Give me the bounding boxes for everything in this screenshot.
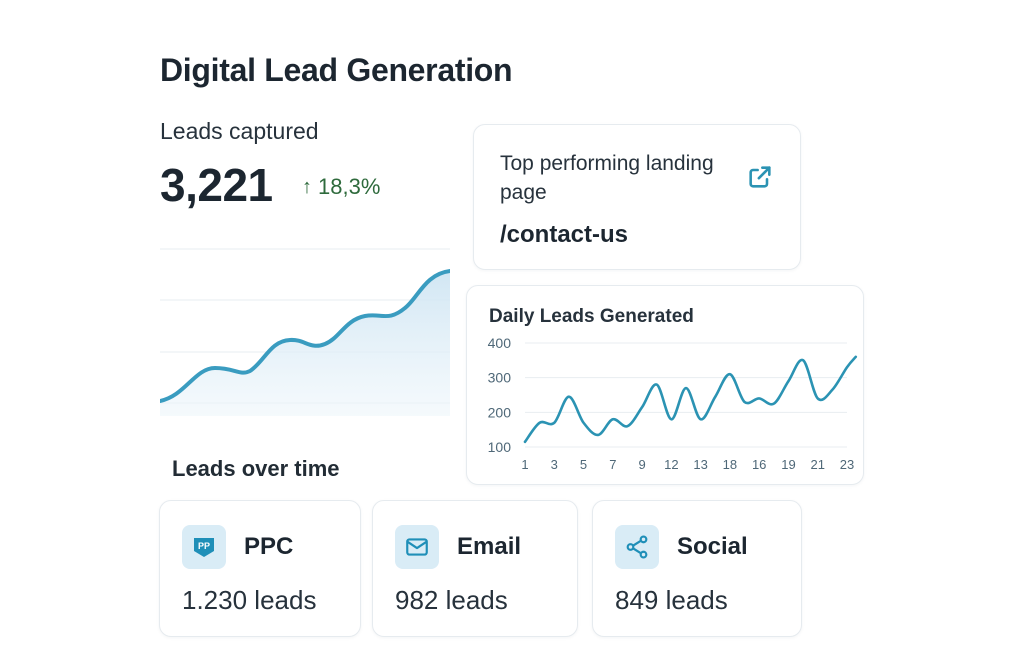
x-tick-label: 12	[664, 457, 678, 472]
channel-card-social[interactable]: Social 849 leads	[592, 500, 802, 637]
chart-title: Daily Leads Generated	[489, 306, 694, 327]
channel-count: 849 leads	[615, 585, 728, 615]
x-tick-label: 9	[638, 457, 645, 472]
x-tick-label: 18	[723, 457, 737, 472]
kpi-change-value: 18,3%	[318, 174, 381, 199]
envelope-icon	[395, 525, 439, 569]
landing-page-value: /contact-us	[500, 221, 629, 248]
x-tick-label: 23	[840, 457, 854, 472]
kpi-label: Leads captured	[160, 118, 319, 144]
channel-card-ppc[interactable]: PP PPC 1.230 leads	[159, 500, 361, 637]
series-line	[523, 355, 858, 444]
channel-name: Email	[457, 533, 522, 560]
page-title: Digital Lead Generation	[160, 52, 513, 88]
y-tick-label: 300	[488, 370, 512, 386]
arrow-up-icon: ↑	[302, 175, 312, 198]
x-tick-label: 21	[810, 457, 824, 472]
y-tick-label: 200	[488, 404, 512, 420]
ppc-icon-text: PP	[198, 541, 210, 551]
x-tick-label: 13	[693, 457, 707, 472]
daily-leads-card: Daily Leads Generated 100 200 300 400 1 3 5 7 9 1…	[466, 285, 864, 485]
leads-over-time-chart	[160, 248, 450, 416]
landing-page-label: Top performing landing page	[500, 152, 714, 204]
channel-name: PPC	[244, 533, 294, 560]
x-tick-label: 5	[580, 457, 587, 472]
x-tick-label: 3	[551, 457, 558, 472]
channel-card-email[interactable]: Email 982 leads	[372, 500, 578, 637]
channel-name: Social	[677, 533, 748, 560]
x-tick-label: 1	[521, 457, 528, 472]
landing-page-card[interactable]: Top performing landing page /contact-us	[473, 124, 801, 270]
x-tick-label: 7	[609, 457, 616, 472]
external-link-icon[interactable]	[746, 163, 774, 191]
y-tick-label: 400	[488, 335, 512, 351]
hero-line	[160, 269, 450, 403]
channel-count: 1.230 leads	[182, 585, 317, 615]
y-tick-label: 100	[488, 439, 512, 455]
kpi-change: ↑ 18,3%	[302, 174, 380, 200]
share-icon	[615, 525, 659, 569]
x-tick-label: 16	[752, 457, 766, 472]
x-tick-label: 19	[781, 457, 795, 472]
channel-count: 982 leads	[395, 585, 508, 615]
ppc-icon: PP	[182, 525, 226, 569]
kpi-value: 3,221	[160, 159, 273, 211]
hero-chart-caption: Leads over time	[172, 456, 340, 481]
